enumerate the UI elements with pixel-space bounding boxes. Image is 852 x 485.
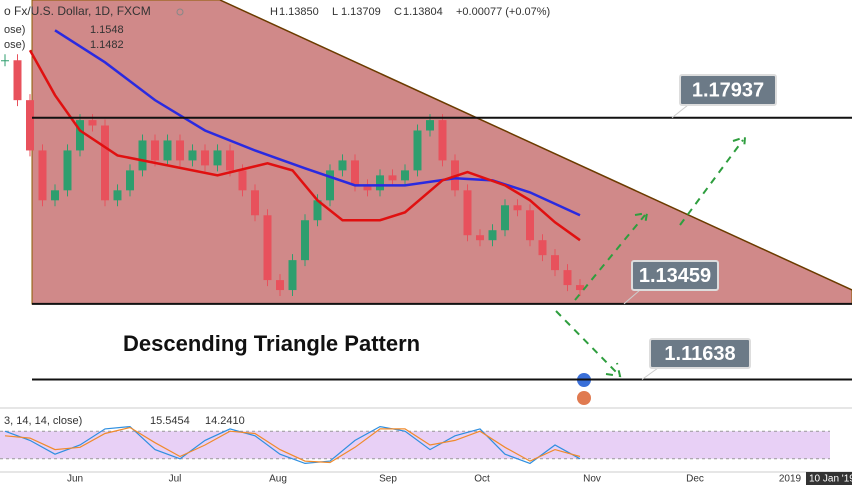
x-tick-label: Jul [169,474,182,485]
cursor-date: 10 Jan '19 [809,474,852,485]
candle [501,205,509,231]
ohlc-value: 1.13709 [341,6,381,18]
ma-label: ose) [4,39,25,51]
ma-value: 1.1548 [90,24,124,36]
oscillator-label: 3, 14, 14, close) [4,415,82,427]
arrow-head [634,211,649,226]
candle [413,130,422,171]
x-tick-label: Sep [379,474,397,485]
oscillator-value: 14.2410 [205,415,245,427]
candle [51,190,59,201]
ohlc-name: C [394,6,402,18]
level-leader [641,367,659,380]
candle [226,150,234,171]
candle [576,285,584,291]
change: +0.00077 (+0.07%) [456,6,550,18]
candle [563,270,572,286]
candle [538,240,547,256]
candle [526,210,534,241]
oscillator-line [4,425,581,465]
level-box [679,74,777,106]
candle [138,140,147,171]
candle [63,150,72,191]
ma-value: 1.1482 [90,39,124,51]
arrow-head [732,135,747,151]
arrow [679,139,744,226]
overlay [28,29,581,242]
candle [401,170,409,181]
arrow [574,214,646,301]
candle [463,190,472,236]
event-icon [577,391,591,405]
candle [1,60,9,62]
arrow-head [605,362,622,378]
level-label: 1.11638 [664,343,735,365]
level-box [631,260,719,291]
projection-arrows [555,135,747,378]
x-tick-label: Aug [269,474,287,485]
candle [388,175,397,181]
ohlc-name: H [270,6,278,18]
candle [438,120,447,161]
candle [276,280,284,291]
status-dot [176,8,184,16]
candle [201,150,209,166]
candle [551,255,559,271]
candle [88,120,97,126]
ma-label: ose) [4,24,25,36]
candle [176,140,184,161]
candle [326,170,334,201]
candle [101,125,109,201]
x-tick-label: Dec [686,474,704,485]
candle [213,150,222,166]
level-leader [623,289,641,305]
ohlc-name: L [332,6,338,18]
candle [376,175,384,191]
oscillator-value: 15.5454 [150,415,190,427]
cursor-date-box [806,472,852,485]
trend-line [219,0,852,291]
candle [351,160,359,186]
ohlc-value: 1.13850 [279,6,319,18]
level-label: 1.13459 [639,265,711,287]
candle [13,60,22,101]
x-tick-label: Jun [67,474,83,485]
ohlc-value: 1.13804 [403,6,443,18]
candle [263,215,272,281]
candle [301,220,309,261]
x-tick-label: 2019 [779,474,802,485]
level-label: 1.17937 [692,79,764,101]
arrow [555,310,619,375]
candle [163,140,172,161]
level-leader [671,104,689,119]
candle [288,260,297,291]
candle [126,170,134,191]
annotation: Descending Triangle Pattern [123,331,420,356]
candle [363,185,372,191]
level-box [649,338,751,369]
candles [1,54,584,297]
symbol-title: o Fx/U.S. Dollar, 1D, FXCM [4,4,151,18]
candle [513,205,522,211]
candle [38,150,47,201]
candle [313,200,322,221]
x-tick-label: Oct [474,474,490,485]
candle [251,190,259,216]
ma-line [28,49,581,242]
candle [338,160,347,171]
candle [488,230,497,241]
candle [151,140,159,161]
candle [76,120,84,151]
candle [26,100,34,151]
candle [113,190,122,201]
oscillator-line [4,426,581,464]
candle [238,170,247,191]
candle [426,120,434,131]
candle [476,235,484,241]
candle [188,150,197,161]
x-tick-label: Nov [583,474,601,485]
